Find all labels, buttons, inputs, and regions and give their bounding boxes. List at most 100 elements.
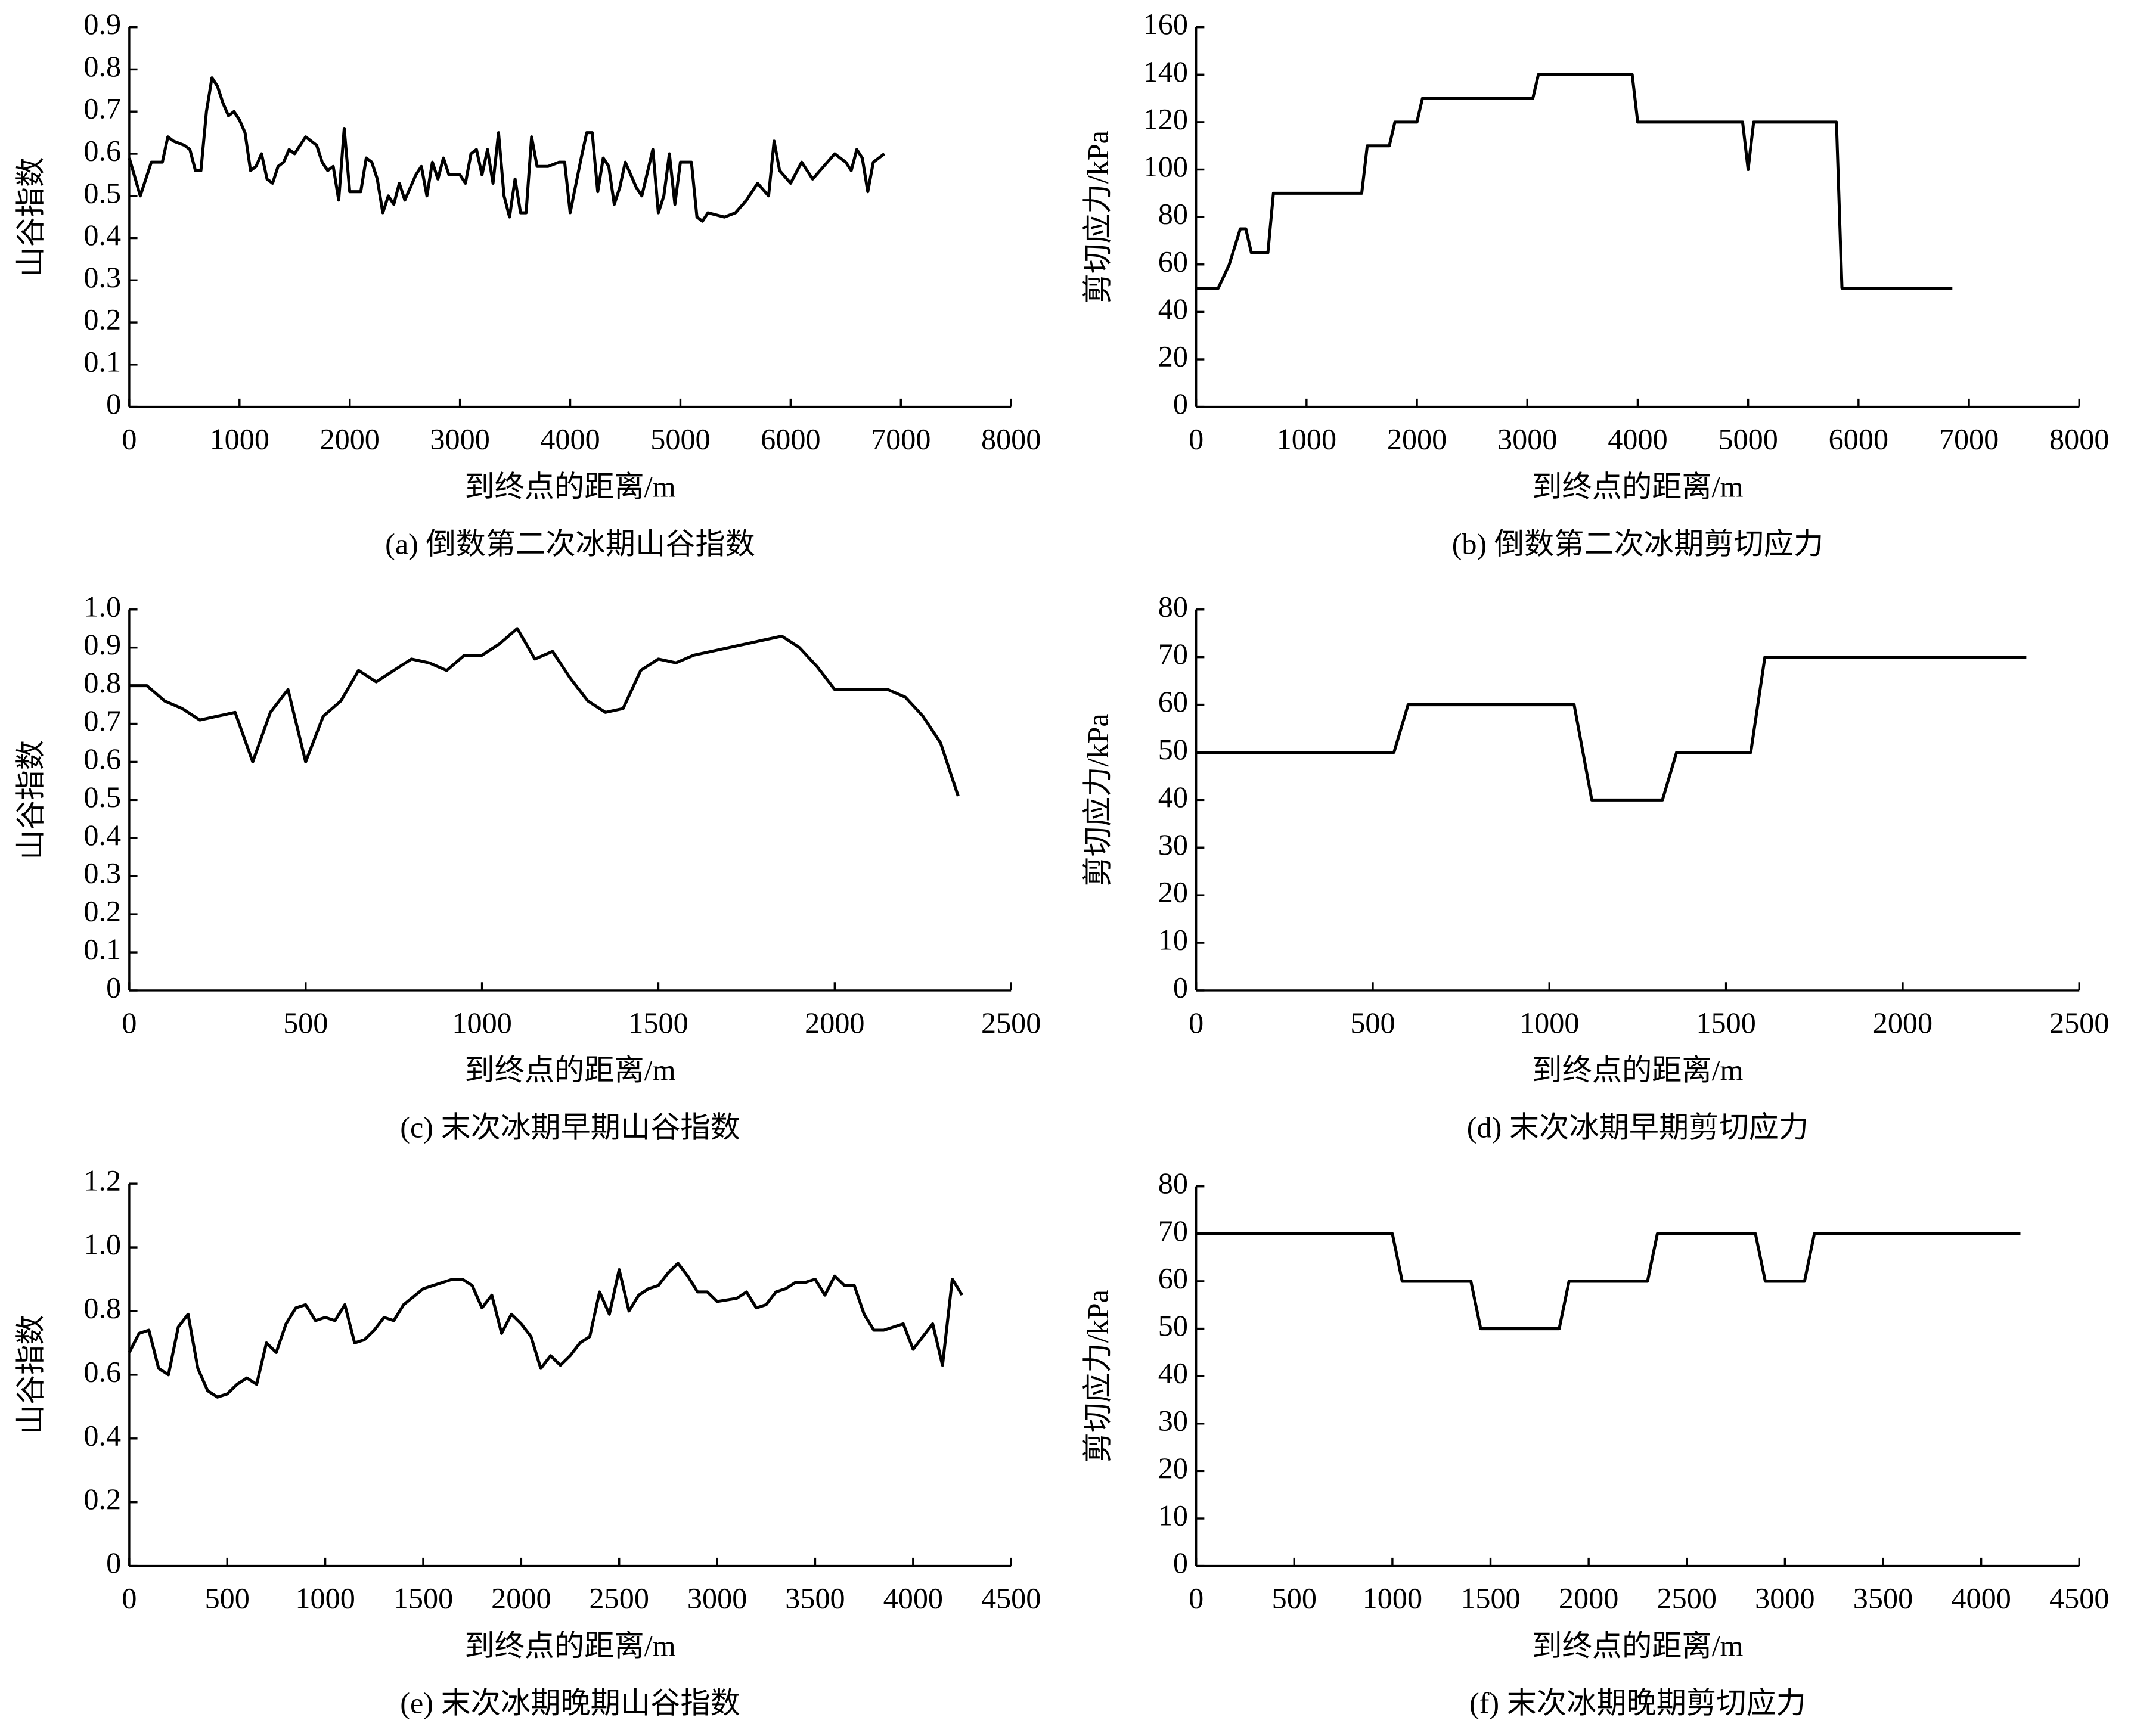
x-axis-label: 到终点的距离/m: [1532, 1054, 1743, 1087]
y-tick-label: 0: [1173, 970, 1188, 1004]
x-tick-label: 2500: [589, 1582, 649, 1615]
x-tick-label: 1000: [452, 1006, 511, 1039]
x-tick-label: 3000: [687, 1582, 747, 1615]
y-tick-label: 0.9: [83, 7, 121, 41]
y-tick-label: 0.9: [83, 628, 121, 661]
data-line: [129, 627, 960, 797]
x-tick-label: 4000: [1951, 1582, 2011, 1615]
x-tick-label: 1500: [1460, 1582, 1520, 1615]
data-line: [1196, 1232, 2021, 1331]
panel-caption: (d) 末次冰期早期剪切应力: [1467, 1111, 1809, 1144]
y-tick-label: 0: [1173, 387, 1188, 420]
x-axis-label: 到终点的距离/m: [464, 1629, 675, 1662]
panel-caption: (a) 倒数第二次冰期山谷指数: [385, 527, 755, 560]
x-tick-label: 2500: [2049, 1006, 2109, 1039]
y-axis-label: 山谷指数: [14, 740, 48, 860]
y-tick-label: 0: [1173, 1546, 1188, 1579]
x-tick-label: 3000: [430, 422, 489, 455]
x-tick-label: 7000: [1939, 422, 1999, 455]
x-tick-label: 2000: [805, 1006, 864, 1039]
x-tick-label: 2000: [320, 422, 379, 455]
y-tick-label: 60: [1158, 244, 1188, 278]
y-tick-label: 0.4: [83, 818, 121, 852]
x-tick-label: 8000: [2049, 422, 2109, 455]
y-tick-label: 30: [1158, 828, 1188, 861]
y-tick-label: 0.6: [83, 1355, 121, 1388]
panel-caption: (e) 末次冰期晚期山谷指数: [400, 1686, 740, 1719]
y-tick-label: 50: [1158, 1309, 1188, 1342]
y-tick-label: 0.3: [83, 856, 121, 890]
x-tick-label: 2500: [981, 1006, 1041, 1039]
y-tick-label: 10: [1158, 923, 1188, 956]
data-line: [1196, 656, 2027, 802]
x-tick-label: 1500: [393, 1582, 453, 1615]
x-tick-label: 3000: [1755, 1582, 1814, 1615]
panel-caption: (f) 末次冰期晚期剪切应力: [1469, 1686, 1806, 1719]
x-tick-label: 500: [1350, 1006, 1395, 1039]
y-tick-label: 0.4: [83, 1418, 121, 1452]
y-tick-label: 1.2: [83, 1164, 121, 1197]
x-tick-label: 0: [122, 422, 137, 455]
y-tick-label: 0.1: [83, 344, 121, 378]
y-tick-label: 20: [1158, 340, 1188, 373]
x-tick-label: 4000: [540, 422, 600, 455]
y-tick-label: 40: [1158, 292, 1188, 325]
y-tick-label: 0: [106, 387, 121, 420]
x-tick-label: 2000: [491, 1582, 551, 1615]
y-tick-label: 0.8: [83, 666, 121, 699]
x-tick-label: 3500: [785, 1582, 845, 1615]
x-tick-label: 1500: [628, 1006, 688, 1039]
y-axis-label: 剪切应力/kPa: [1081, 713, 1114, 886]
y-tick-label: 0.7: [83, 704, 121, 737]
x-tick-label: 500: [283, 1006, 328, 1039]
panel-caption: (c) 末次冰期早期山谷指数: [400, 1111, 740, 1144]
y-tick-label: 120: [1143, 102, 1188, 135]
x-tick-label: 2000: [1873, 1006, 1933, 1039]
x-axis-label: 到终点的距离/m: [464, 1054, 675, 1087]
y-tick-label: 0.2: [83, 895, 121, 928]
y-tick-label: 0.3: [83, 260, 121, 294]
x-tick-label: 1000: [1363, 1582, 1422, 1615]
x-tick-label: 1000: [210, 422, 269, 455]
panel-caption: (b) 倒数第二次冰期剪切应力: [1452, 527, 1824, 560]
x-tick-label: 4500: [2049, 1582, 2109, 1615]
x-tick-label: 0: [122, 1582, 137, 1615]
x-tick-label: 0: [122, 1006, 137, 1039]
x-axis-label: 到终点的距离/m: [1532, 1629, 1743, 1662]
y-tick-label: 40: [1158, 1356, 1188, 1390]
x-tick-label: 500: [1272, 1582, 1317, 1615]
x-tick-label: 2000: [1387, 422, 1447, 455]
y-tick-label: 100: [1143, 150, 1188, 183]
y-axis-label: 山谷指数: [14, 157, 48, 277]
x-tick-label: 4500: [981, 1582, 1041, 1615]
y-tick-label: 1.0: [83, 1228, 121, 1261]
y-axis-label: 剪切应力/kPa: [1081, 131, 1114, 303]
y-tick-label: 0.1: [83, 933, 121, 966]
y-tick-label: 10: [1158, 1499, 1188, 1532]
y-tick-label: 0.8: [83, 1291, 121, 1324]
y-tick-label: 0.5: [83, 176, 121, 209]
y-tick-label: 1.0: [83, 589, 121, 623]
y-tick-label: 80: [1158, 1166, 1188, 1200]
y-tick-label: 70: [1158, 637, 1188, 670]
y-tick-label: 0.6: [83, 134, 121, 167]
x-tick-label: 500: [205, 1582, 250, 1615]
y-tick-label: 0: [106, 1546, 121, 1579]
x-tick-label: 2500: [1657, 1582, 1717, 1615]
y-tick-label: 0.5: [83, 780, 121, 813]
y-tick-label: 140: [1143, 55, 1188, 88]
x-tick-label: 6000: [1829, 422, 1888, 455]
x-tick-label: 0: [1189, 1582, 1203, 1615]
data-line: [128, 76, 886, 223]
y-tick-label: 0.8: [83, 49, 121, 83]
x-tick-label: 1500: [1696, 1006, 1755, 1039]
data-line: [1196, 73, 1953, 290]
y-tick-label: 70: [1158, 1214, 1188, 1247]
x-tick-label: 3500: [1853, 1582, 1913, 1615]
y-tick-label: 0.4: [83, 218, 121, 251]
x-tick-label: 2000: [1559, 1582, 1618, 1615]
y-tick-label: 60: [1158, 685, 1188, 718]
x-tick-label: 3000: [1497, 422, 1557, 455]
x-tick-label: 1000: [1519, 1006, 1579, 1039]
data-line: [128, 1262, 964, 1399]
